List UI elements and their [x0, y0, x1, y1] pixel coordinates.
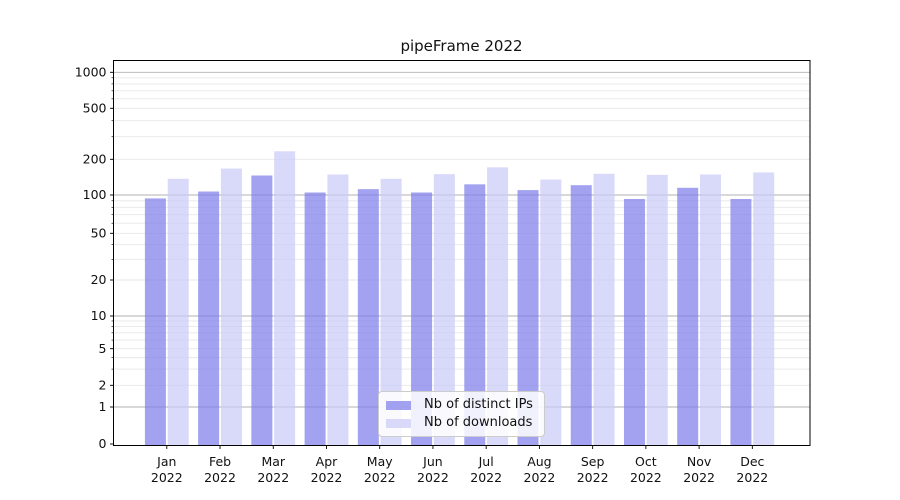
x-tick-label: Apr 2022 — [311, 454, 343, 485]
bar-nb-of-distinct-ips-apr — [304, 192, 326, 446]
x-tick-label: Feb 2022 — [204, 454, 236, 485]
y-tick-label: 500 — [83, 101, 107, 116]
legend-label-distinct-ips: Nb of distinct IPs — [424, 397, 533, 412]
bar-nb-of-distinct-ips-jul — [464, 184, 486, 446]
legend-item-downloads: Nb of downloads — [386, 416, 533, 430]
bar-nb-of-distinct-ips-dec — [730, 199, 752, 446]
bar-nb-of-downloads-mar — [274, 151, 296, 446]
x-tick-label: Jul 2022 — [470, 454, 502, 485]
bar-nb-of-downloads-oct — [646, 174, 668, 446]
bar-nb-of-downloads-jul — [487, 167, 509, 446]
bar-nb-of-distinct-ips-jan — [144, 198, 166, 446]
x-tick-label: Mar 2022 — [257, 454, 289, 485]
bar-nb-of-downloads-may — [380, 178, 402, 446]
bar-nb-of-downloads-nov — [700, 174, 721, 446]
y-tick-label: 200 — [83, 152, 107, 167]
x-tick-label: Jun 2022 — [417, 454, 449, 485]
x-tick-label: Jan 2022 — [151, 454, 183, 485]
y-tick-label: 50 — [91, 226, 107, 241]
x-axis: Jan 2022 Feb 2022 Mar 2022 Apr 2022 May 2022 Jun 20… — [151, 445, 768, 485]
bars — [144, 151, 775, 446]
bar-nb-of-distinct-ips-may — [357, 189, 379, 446]
x-tick-label: Oct 2022 — [630, 454, 662, 485]
bar-nb-of-distinct-ips-aug — [517, 190, 539, 446]
bar-nb-of-downloads-sep — [593, 173, 615, 446]
bar-nb-of-distinct-ips-nov — [677, 187, 699, 446]
y-tick-label: 2 — [99, 378, 107, 393]
legend-item-distinct-ips: Nb of distinct IPs — [386, 398, 533, 412]
bar-nb-of-downloads-feb — [220, 168, 242, 446]
legend-swatch-downloads — [386, 418, 411, 428]
y-tick-label: 10 — [91, 308, 107, 323]
bar-nb-of-distinct-ips-jun — [411, 192, 433, 446]
bar-nb-of-distinct-ips-sep — [570, 185, 592, 446]
x-tick-label: Aug 2022 — [524, 454, 556, 485]
legend-label-downloads: Nb of downloads — [424, 415, 533, 430]
y-axis: 0 1 2 5 10 20 50 100 200 500 1000 — [75, 65, 114, 451]
x-tick-label: May 2022 — [364, 454, 396, 485]
y-tick-label: 5 — [99, 341, 107, 356]
bar-nb-of-distinct-ips-mar — [251, 175, 273, 446]
x-tick-label: Sep 2022 — [577, 454, 609, 485]
plot-frame — [113, 60, 811, 446]
chart-title: pipeFrame 2022 — [400, 37, 523, 55]
bar-nb-of-downloads-apr — [327, 174, 349, 446]
legend: Nb of distinct IPs Nb of downloads — [378, 391, 545, 437]
y-tick-label: 20 — [91, 272, 107, 287]
bar-nb-of-downloads-jan — [167, 178, 189, 446]
y-tick-label: 0 — [99, 436, 107, 451]
bar-nb-of-downloads-jun — [433, 174, 455, 446]
legend-swatch-distinct-ips — [386, 400, 411, 410]
bar-nb-of-downloads-dec — [753, 172, 775, 446]
x-tick-label: Dec 2022 — [736, 454, 768, 485]
y-tick-label: 1000 — [75, 65, 107, 80]
bar-nb-of-distinct-ips-oct — [623, 199, 645, 446]
bar-nb-of-downloads-aug — [540, 179, 562, 446]
x-tick-label: Nov 2022 — [683, 454, 715, 485]
y-tick-label: 100 — [83, 187, 107, 202]
y-tick-label: 1 — [99, 399, 107, 414]
bar-nb-of-distinct-ips-feb — [198, 191, 220, 446]
